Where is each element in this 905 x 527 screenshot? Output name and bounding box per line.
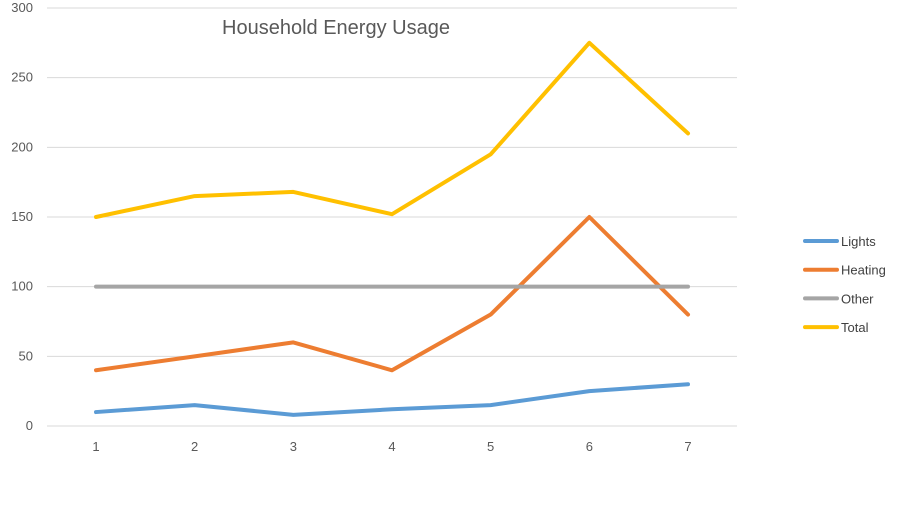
series-line-heating	[94, 215, 690, 373]
x-tick-label: 6	[586, 439, 593, 454]
legend-label-total: Total	[841, 320, 869, 335]
y-tick-label: 250	[11, 70, 33, 85]
x-tick-label: 1	[92, 439, 99, 454]
series-lines	[94, 40, 690, 417]
axes: 0 50 100 150 200 250 300 1 2 3 4 5 6 7	[11, 0, 737, 454]
x-tick-label: 2	[191, 439, 198, 454]
y-tick-label: 100	[11, 279, 33, 294]
y-tick-label: 300	[11, 0, 33, 15]
x-tick-label: 7	[684, 439, 691, 454]
y-tick-label: 200	[11, 139, 33, 154]
legend-label-lights: Lights	[841, 234, 876, 249]
y-tick-label: 0	[26, 418, 33, 433]
chart-title: Household Energy Usage	[222, 17, 450, 39]
legend: Lights Heating Other Total	[803, 234, 886, 335]
x-tick-label: 4	[388, 439, 395, 454]
legend-label-heating: Heating	[841, 263, 886, 278]
series-line-lights	[94, 382, 690, 417]
series-line-total	[94, 40, 690, 219]
y-tick-label: 150	[11, 209, 33, 224]
gridlines	[47, 7, 737, 357]
legend-label-other: Other	[841, 291, 874, 306]
y-tick-label: 50	[19, 348, 33, 363]
x-tick-label: 5	[487, 439, 494, 454]
x-tick-label: 3	[290, 439, 297, 454]
